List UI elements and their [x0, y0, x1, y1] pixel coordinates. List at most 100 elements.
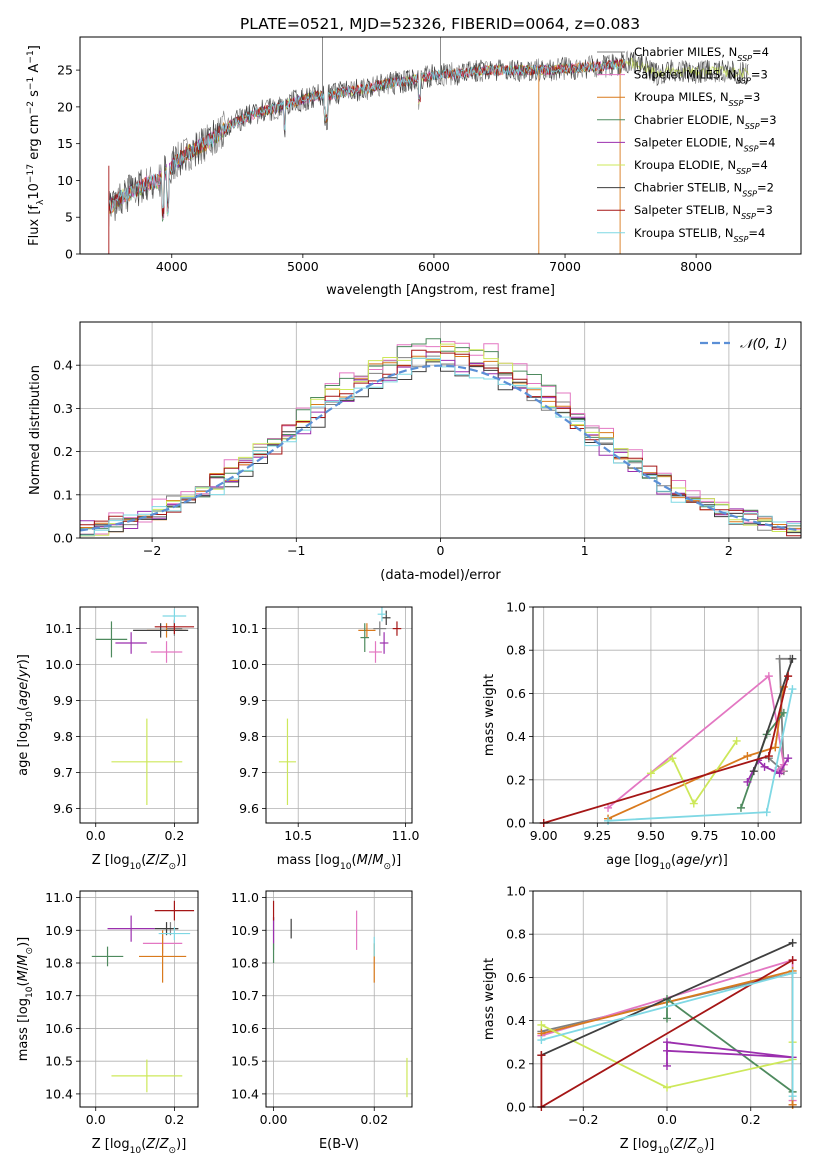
mass-Z-ytick-label: 10.4 — [45, 1086, 73, 1101]
mass-Z-frame — [79, 890, 199, 1108]
age-mass-panel: 10.5 11.0 9.6 9.7 9.8 9.9 10.0 10.1 mass [log10(… — [231, 606, 420, 872]
legend-entry: Kroupa ELODIE, NSSP=4 — [634, 158, 768, 176]
age-mass-xtick-label: 10.5 — [284, 828, 312, 843]
spectrum-xtick-label: 5000 — [287, 259, 319, 274]
weight-Z-frame — [532, 890, 802, 1108]
spectrum-ytick-label: 0 — [65, 247, 73, 262]
age-mass-point — [377, 607, 387, 622]
age-Z-ytick-label: 9.9 — [53, 693, 73, 708]
age-Z-point — [133, 623, 189, 638]
weight-age-marker — [668, 754, 677, 763]
weight-Z-marker — [788, 1092, 797, 1101]
legend-entry: Salpeter ELODIE, NSSP=4 — [634, 135, 775, 153]
weight-age-marker — [749, 767, 758, 776]
age-mass-point — [392, 621, 402, 636]
residuals-xtick-label: −1 — [287, 543, 305, 558]
age-Z-ytick-label: 9.7 — [53, 765, 73, 780]
weight-age-marker — [775, 654, 784, 663]
mass-Z-ytick-label: 10.7 — [45, 988, 73, 1003]
weight-Z-marker — [663, 1038, 671, 1047]
mass-Z-xtick-label: 0.2 — [164, 1112, 184, 1127]
legend-entry: Chabrier STELIB, NSSP=2 — [634, 181, 774, 199]
mass-Z-point — [111, 1059, 183, 1093]
residuals-ylabel: Normed distribution — [28, 365, 43, 495]
mass-Z-point — [154, 900, 195, 921]
age-mass-ytick-label: 9.8 — [239, 729, 259, 744]
mass-Z-ytick-label: 11.0 — [45, 890, 73, 905]
age-mass-point — [369, 641, 382, 663]
mass-ebv-ytick-label: 10.4 — [231, 1086, 259, 1101]
mass-Z-ytick-label: 10.6 — [45, 1021, 73, 1036]
weight-age-marker — [646, 769, 655, 778]
weight-Z-ytick-label: 0.2 — [506, 1056, 526, 1071]
weight-age-series-line — [752, 658, 794, 772]
normal-reference-curve — [79, 364, 802, 532]
residual-legend-label: 𝒩(0, 1) — [740, 337, 787, 352]
spectrum-xtick-label: 7000 — [549, 259, 581, 274]
weight-Z-ytick-label: 0.6 — [506, 970, 526, 985]
weight-Z-xtick-label: 0.0 — [657, 1112, 677, 1127]
weight-age-marker — [775, 769, 784, 778]
age-mass-point — [358, 623, 376, 638]
legend-entry: Chabrier MILES, NSSP=4 — [634, 45, 769, 63]
mass-ebv-ytick-label: 11.0 — [231, 890, 259, 905]
residuals-ytick-label: 0.4 — [53, 358, 73, 373]
weight-age-marker — [779, 708, 788, 717]
spectrum-ytick-label: 20 — [57, 99, 73, 114]
mass-ebv-xtick-label: 0.02 — [360, 1112, 388, 1127]
mass-ebv-ytick-label: 10.7 — [231, 988, 259, 1003]
residuals-xtick-label: −2 — [143, 543, 161, 558]
age-mass-point — [360, 623, 370, 652]
age-mass-point — [379, 632, 389, 654]
weight-Z-ytick-label: 0.8 — [506, 927, 526, 942]
weight-age-marker — [788, 654, 797, 663]
weight-age-series-line — [543, 675, 789, 824]
spectrum-xtick-label: 6000 — [418, 259, 450, 274]
age-Z-ytick-label: 10.1 — [45, 621, 73, 636]
legend-entry: Kroupa STELIB, NSSP=4 — [634, 226, 765, 244]
residual-histogram — [80, 357, 801, 536]
weight-age-ytick-label: 0.0 — [506, 816, 526, 831]
age-Z-xtick-label: 0.2 — [164, 828, 184, 843]
weight-Z-xlabel: Z [log10(Z/Z⊙)] — [620, 1137, 715, 1156]
spectrum-ytick-label: 5 — [65, 210, 73, 225]
mass-Z-xlabel: Z [log10(Z/Z⊙)] — [92, 1137, 187, 1156]
weight-age-marker — [784, 754, 793, 763]
weight-Z-xtick-label: 0.2 — [741, 1112, 761, 1127]
weight-age-marker — [743, 752, 752, 761]
mass-Z-point — [91, 946, 124, 967]
weight-Z-ytick-label: 0.0 — [506, 1100, 526, 1115]
legend-entry: Salpeter STELIB, NSSP=3 — [634, 203, 773, 221]
age-mass-xlabel: mass [log10(M/M⊙)] — [277, 853, 401, 872]
spectrum-ytick-label: 25 — [57, 63, 73, 78]
residuals-xtick-label: 2 — [725, 543, 733, 558]
legend-entry: Salpeter MILES, NSSP=3 — [634, 68, 768, 86]
weight-age-xlabel: age [log10(age/yr)] — [606, 853, 728, 872]
age-mass-ytick-label: 9.6 — [239, 801, 259, 816]
spectrum-ytick-label: 15 — [57, 136, 73, 151]
mass-ebv-ytick-label: 10.6 — [231, 1021, 259, 1036]
weight-Z-marker — [663, 1083, 671, 1092]
residuals-xtick-label: 0 — [437, 543, 445, 558]
weight-age-ytick-label: 1.0 — [506, 600, 526, 615]
weight-Z-series-line — [541, 941, 793, 1057]
mass-Z-ylabel: mass [log10(M/M⊙)] — [16, 937, 35, 1061]
age-Z-point — [115, 632, 147, 654]
weight-age-series-line — [607, 686, 785, 820]
figure-title: PLATE=0521, MJD=52326, FIBERID=0064, z=0… — [240, 15, 640, 33]
weight-age-marker — [784, 672, 793, 681]
weight-Z-marker — [663, 1061, 671, 1070]
age-Z-point — [162, 608, 187, 624]
weight-age-marker — [764, 672, 773, 681]
weight-age-panel: 9.00 9.25 9.50 9.75 10.00 0.0 0.2 0.4 0.6 0.8 1.0 a… — [482, 600, 802, 872]
residuals-xtick-label: 1 — [581, 543, 589, 558]
weight-Z-ytick-label: 1.0 — [506, 884, 526, 899]
spectrum-series-line — [108, 58, 626, 214]
weight-Z-series-line — [666, 997, 794, 1093]
mass-ebv-ytick-label: 10.8 — [231, 956, 259, 971]
age-Z-panel: 0.0 0.2 9.6 9.7 9.8 9.9 10.0 10.1 Z [log10(Z/Z⊙)… — [16, 606, 199, 872]
weight-age-marker — [689, 799, 698, 808]
weight-age-frame — [532, 606, 802, 824]
age-mass-ytick-label: 9.7 — [239, 765, 259, 780]
